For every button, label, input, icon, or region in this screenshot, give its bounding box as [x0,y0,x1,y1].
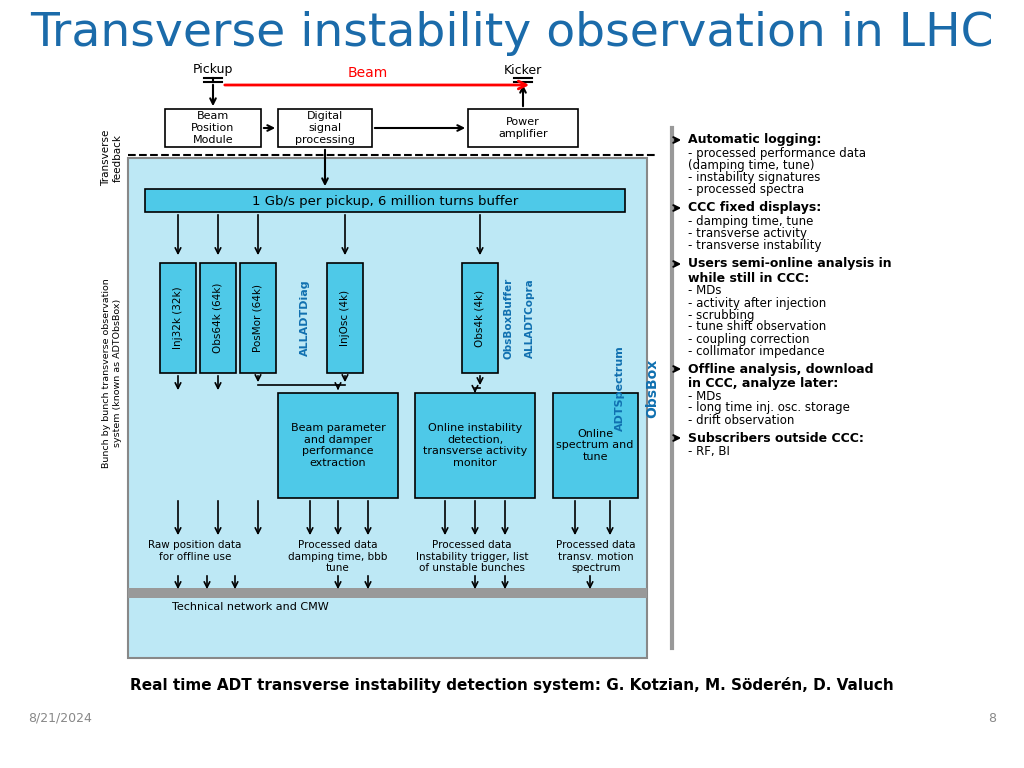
Bar [278,109,372,147]
Bar [278,393,398,498]
Text: while still in CCC:: while still in CCC: [688,272,809,284]
Bar [553,393,638,498]
Text: Raw position data
for offline use: Raw position data for offline use [148,540,242,561]
Text: Beam
Position
Module: Beam Position Module [191,111,234,144]
Text: ADTSpectrum: ADTSpectrum [615,345,625,431]
Text: Automatic logging:: Automatic logging: [688,134,821,147]
Bar [462,263,498,373]
Text: Online instability
detection,
transverse activity
monitor: Online instability detection, transverse… [423,423,527,468]
Text: - drift observation: - drift observation [688,413,795,426]
Text: 1 Gb/s per pickup, 6 million turns buffer: 1 Gb/s per pickup, 6 million turns buffe… [252,194,518,207]
Text: Digital
signal
processing: Digital signal processing [295,111,355,144]
Text: Technical network and CMW: Technical network and CMW [172,602,329,612]
Text: Inj32k (32k): Inj32k (32k) [173,286,183,349]
Bar [128,588,647,598]
Text: ObsBox: ObsBox [645,359,659,418]
Text: Power
amplifier: Power amplifier [499,118,548,139]
Text: Obs64k (64k): Obs64k (64k) [213,283,223,353]
Text: Beam parameter
and damper
performance
extraction: Beam parameter and damper performance ex… [291,423,385,468]
Text: 8/21/2024: 8/21/2024 [28,711,92,724]
Text: - MDs: - MDs [688,284,722,297]
Text: - damping time, tune: - damping time, tune [688,216,813,229]
Text: - instability signatures: - instability signatures [688,171,820,184]
Text: Beam: Beam [348,66,388,80]
Text: Users semi-online analysis in: Users semi-online analysis in [688,257,892,270]
Text: 8: 8 [988,711,996,724]
Text: - tune shift observation: - tune shift observation [688,320,826,333]
Bar [128,158,647,658]
Text: - scrubbing: - scrubbing [688,309,755,322]
Text: InjOsc (4k): InjOsc (4k) [340,290,350,346]
Bar [160,263,196,373]
Text: - coupling correction: - coupling correction [688,333,810,346]
Text: - collimator impedance: - collimator impedance [688,345,824,357]
Text: - transverse activity: - transverse activity [688,227,807,240]
Text: Obs4k (4k): Obs4k (4k) [475,290,485,346]
Bar [200,263,236,373]
Bar [165,109,261,147]
Text: - processed performance data: - processed performance data [688,147,866,161]
Text: Subscribers outside CCC:: Subscribers outside CCC: [688,432,864,445]
Bar [415,393,535,498]
Text: Kicker: Kicker [504,64,542,77]
Text: Offline analysis, download: Offline analysis, download [688,362,873,376]
Text: - processed spectra: - processed spectra [688,184,804,197]
Text: ALLADTDiag: ALLADTDiag [300,280,310,356]
Text: - transverse instability: - transverse instability [688,240,821,253]
Text: ObsBoxBuffer: ObsBoxBuffer [503,277,513,359]
Text: - activity after injection: - activity after injection [688,296,826,310]
Text: Online
spectrum and
tune: Online spectrum and tune [556,429,634,462]
Text: Pickup: Pickup [193,64,233,77]
Text: Processed data
transv. motion
spectrum: Processed data transv. motion spectrum [556,540,636,573]
Bar [145,189,625,212]
Bar [240,263,276,373]
Text: PosMor (64k): PosMor (64k) [253,284,263,352]
Text: - MDs: - MDs [688,389,722,402]
Text: Transverse
feedback: Transverse feedback [101,130,123,186]
Bar [327,263,362,373]
Text: Bunch by bunch transverse observation
system (known as ADTObsBox): Bunch by bunch transverse observation sy… [102,278,122,468]
Text: (damping time, tune): (damping time, tune) [688,160,814,173]
Bar [468,109,578,147]
Text: Processed data
Instability trigger, list
of unstable bunches: Processed data Instability trigger, list… [416,540,528,573]
Text: ALLADTCopra: ALLADTCopra [525,278,535,358]
Text: - RF, BI: - RF, BI [688,445,730,458]
Text: Real time ADT transverse instability detection system: G. Kotzian, M. Söderén, D: Real time ADT transverse instability det… [130,677,894,693]
Text: Transverse instability observation in LHC: Transverse instability observation in LH… [31,11,993,55]
Text: Processed data
damping time, bbb
tune: Processed data damping time, bbb tune [289,540,388,573]
Text: CCC fixed displays:: CCC fixed displays: [688,201,821,214]
Text: - long time inj. osc. storage: - long time inj. osc. storage [688,402,850,415]
Text: in CCC, analyze later:: in CCC, analyze later: [688,376,839,389]
